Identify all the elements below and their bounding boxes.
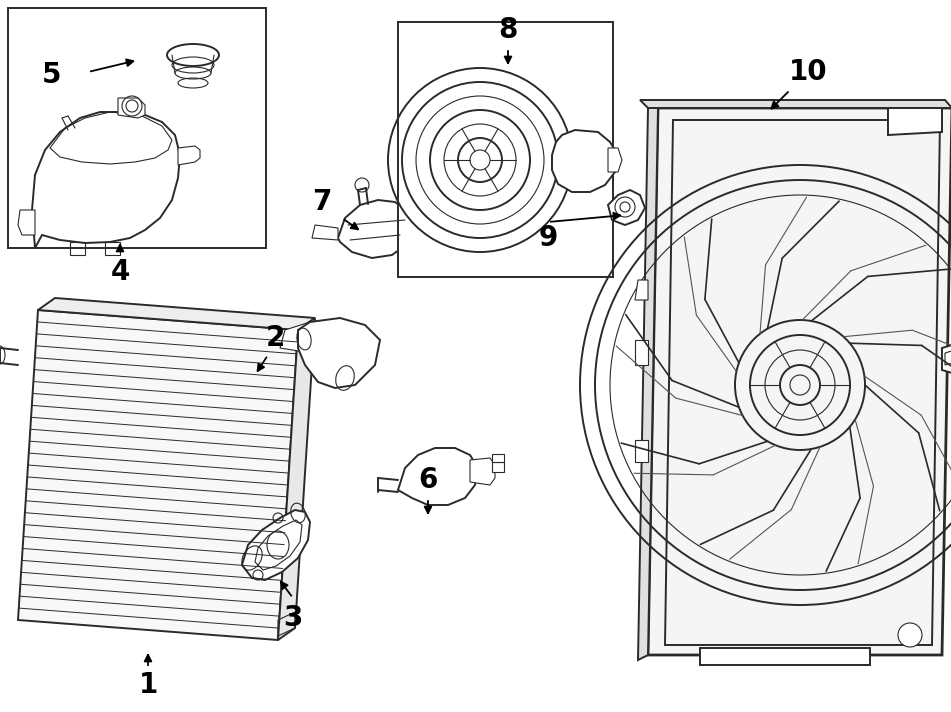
Text: 10: 10 — [788, 58, 827, 86]
Bar — [492, 454, 504, 462]
Polygon shape — [640, 100, 951, 108]
Polygon shape — [118, 98, 145, 118]
Text: 7: 7 — [312, 188, 332, 216]
Circle shape — [898, 623, 922, 647]
Polygon shape — [38, 298, 315, 330]
Polygon shape — [638, 108, 658, 660]
Polygon shape — [552, 130, 618, 192]
Polygon shape — [312, 225, 338, 240]
Polygon shape — [278, 318, 315, 640]
Text: 2: 2 — [265, 324, 284, 352]
Polygon shape — [398, 448, 478, 505]
Polygon shape — [608, 190, 645, 225]
Text: 8: 8 — [498, 16, 517, 44]
Polygon shape — [18, 210, 35, 235]
Polygon shape — [635, 340, 648, 365]
Text: 6: 6 — [418, 466, 437, 494]
Text: 9: 9 — [538, 224, 557, 252]
Polygon shape — [298, 318, 380, 388]
Polygon shape — [888, 108, 942, 135]
Polygon shape — [608, 148, 622, 172]
Polygon shape — [648, 108, 951, 655]
Bar — [8, 8, 266, 248]
Polygon shape — [242, 510, 310, 580]
Polygon shape — [338, 200, 412, 258]
Text: 4: 4 — [110, 258, 129, 286]
Polygon shape — [280, 322, 320, 352]
Polygon shape — [635, 280, 648, 300]
Polygon shape — [635, 440, 648, 462]
Polygon shape — [700, 648, 870, 665]
Polygon shape — [470, 458, 495, 485]
Bar — [398, 22, 613, 277]
Polygon shape — [18, 310, 298, 640]
Polygon shape — [942, 345, 951, 373]
Text: 5: 5 — [42, 61, 62, 89]
Polygon shape — [32, 112, 180, 248]
Polygon shape — [178, 146, 200, 165]
Text: 3: 3 — [283, 604, 302, 632]
Bar — [492, 462, 504, 472]
Text: 1: 1 — [139, 671, 158, 699]
